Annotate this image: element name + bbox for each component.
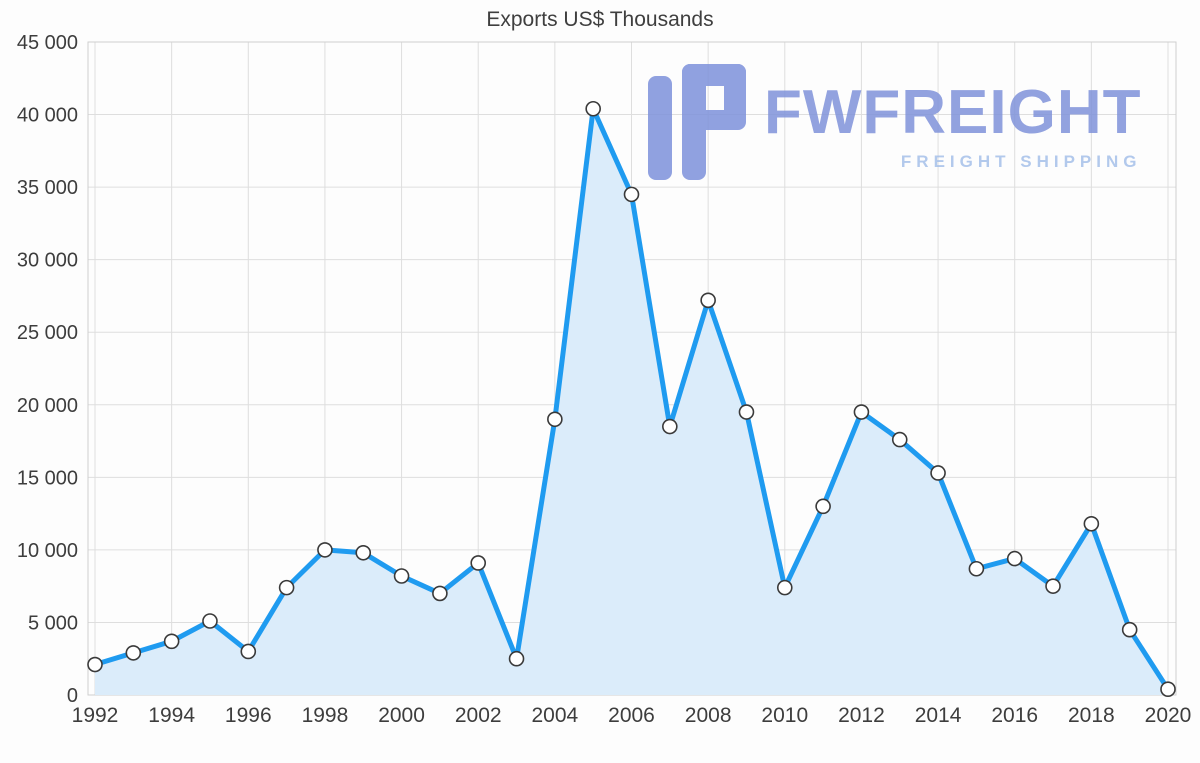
data-point-marker (930, 465, 946, 481)
x-tick-label: 2008 (685, 704, 732, 727)
data-point-marker (240, 643, 257, 660)
y-tick-label: 20 000 (17, 395, 78, 417)
x-tick-label: 2012 (838, 704, 885, 727)
x-tick-label: 1992 (72, 704, 119, 727)
chart-title: Exports US$ Thousands (486, 8, 714, 31)
x-axis-labels: 1992 1994 1996 1998 2000 2002 2004 2006 2008 2010… (72, 704, 1192, 727)
data-point-marker (432, 585, 448, 602)
y-tick-label: 35 000 (17, 177, 78, 199)
data-point-marker (1160, 681, 1176, 697)
x-tick-label: 1994 (148, 704, 195, 727)
y-tick-label: 5 000 (28, 612, 78, 634)
x-tick-label: 2010 (761, 704, 808, 727)
data-point-marker (891, 431, 908, 448)
data-point-marker (1083, 515, 1100, 532)
x-tick-label: 2018 (1068, 704, 1115, 727)
y-tick-label: 40 000 (17, 105, 78, 127)
data-point-marker (355, 544, 372, 561)
data-point-marker (470, 555, 487, 571)
x-tick-label: 2020 (1145, 704, 1192, 727)
x-tick-label: 2002 (455, 704, 502, 727)
data-point-marker (662, 418, 678, 435)
data-point-marker (125, 645, 142, 661)
data-point-marker (700, 292, 716, 309)
data-point-marker (623, 186, 640, 203)
data-point-marker (508, 650, 525, 667)
x-tick-label: 2000 (378, 704, 425, 727)
data-point-marker (968, 560, 985, 577)
y-tick-label: 25 000 (17, 322, 78, 344)
y-axis-labels: 0 5 000 10 000 15 000 20 000 25 000 30 000 35 0… (17, 32, 78, 707)
y-tick-label: 30 000 (17, 250, 78, 272)
x-tick-label: 2006 (608, 704, 655, 727)
data-point-marker (202, 613, 218, 629)
y-tick-label: 10 000 (17, 540, 78, 562)
x-tick-label: 2016 (991, 704, 1038, 727)
data-point-markers (87, 100, 1176, 697)
data-point-marker (393, 568, 410, 584)
data-point-marker (738, 404, 755, 420)
data-point-marker (87, 656, 103, 673)
data-point-marker (278, 579, 295, 596)
y-tick-label: 0 (67, 685, 78, 707)
x-tick-label: 1998 (302, 704, 349, 727)
x-tick-label: 2004 (531, 704, 578, 727)
data-point-marker (163, 633, 180, 650)
data-point-marker (585, 100, 601, 117)
data-point-marker (1121, 621, 1138, 638)
area-fill (95, 108, 1168, 696)
data-point-marker (1045, 578, 1061, 594)
data-point-marker (547, 411, 563, 428)
x-tick-label: 2014 (915, 704, 962, 727)
y-tick-label: 15 000 (17, 467, 78, 489)
data-point-marker (317, 542, 333, 558)
data-point-marker (776, 579, 793, 596)
x-tick-label: 1996 (225, 704, 272, 727)
data-point-marker (1006, 550, 1023, 567)
y-tick-label: 45 000 (17, 32, 78, 54)
data-point-marker (853, 404, 870, 420)
data-point-marker (815, 498, 831, 515)
